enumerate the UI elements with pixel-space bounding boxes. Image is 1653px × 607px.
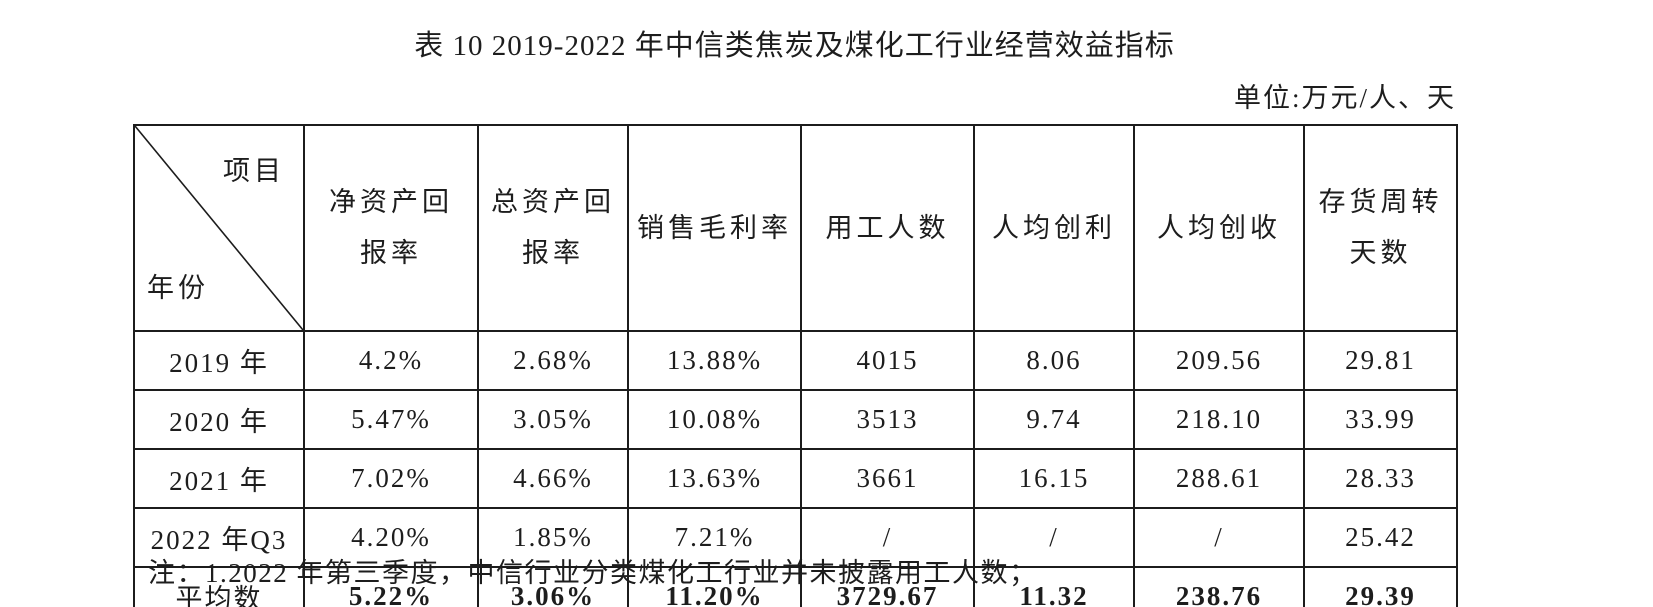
value-cell: 8.06 [973, 330, 1135, 391]
value-cell: 4.20% [303, 507, 479, 568]
value-cell: 11.20% [627, 566, 802, 607]
diagonal-line [135, 126, 303, 330]
table-row: 2021 年 7.02% 4.66% 13.63% 3661 16.15 288.61 28.… [133, 448, 1458, 509]
value-cell: 16.15 [973, 448, 1135, 509]
column-header-employee-count: 用工人数 [800, 124, 975, 332]
value-cell: 11.32 [973, 566, 1135, 607]
row-label-cell: 2019 年 [133, 330, 305, 391]
value-cell: 9.74 [973, 389, 1135, 450]
corner-label-year: 年份 [147, 273, 209, 303]
value-cell: 3729.67 [800, 566, 975, 607]
column-header-total-asset-return: 总资产回 报率 [477, 124, 629, 332]
row-label-cell: 2021 年 [133, 448, 305, 509]
row-label-cell: 2020 年 [133, 389, 305, 450]
value-cell: 2.68% [477, 330, 629, 391]
table-row: 平均数 5.22% 3.06% 11.20% 3729.67 11.32 238.76 29.… [133, 566, 1458, 607]
value-cell: / [1133, 507, 1305, 568]
value-cell: 4015 [800, 330, 975, 391]
value-cell: 209.56 [1133, 330, 1305, 391]
value-cell: / [973, 507, 1135, 568]
value-cell: 4.66% [477, 448, 629, 509]
column-header-profit-per-capita: 人均创利 [973, 124, 1135, 332]
value-cell: 288.61 [1133, 448, 1305, 509]
corner-label-project: 项目 [223, 156, 285, 186]
value-cell: 3661 [800, 448, 975, 509]
value-cell: 4.2% [303, 330, 479, 391]
row-label-cell: 平均数 [133, 566, 305, 607]
value-cell: 1.85% [477, 507, 629, 568]
table-title: 表 10 2019-2022 年中信类焦炭及煤化工行业经营效益指标 [414, 30, 1175, 62]
value-cell: 218.10 [1133, 389, 1305, 450]
value-cell: 238.76 [1133, 566, 1305, 607]
column-header-revenue-per-capita: 人均创收 [1133, 124, 1305, 332]
value-cell: 3.06% [477, 566, 629, 607]
unit-label: 单位:万元/人、天 [1233, 83, 1456, 113]
value-cell: 3513 [800, 389, 975, 450]
value-cell: 7.21% [627, 507, 802, 568]
footnote: 注：1.2022 年第三季度，中信行业分类煤化工行业并未披露用工人数； [148, 558, 1038, 588]
value-cell: 29.81 [1303, 330, 1458, 391]
header-row: 项目 年份 净资产回 报率 总资产回 报率 销售毛利率 用工人数 人均创利 人均… [133, 124, 1458, 332]
value-cell: 28.33 [1303, 448, 1458, 509]
value-cell: 29.39 [1303, 566, 1458, 607]
value-cell: 13.88% [627, 330, 802, 391]
column-header-gross-margin: 销售毛利率 [627, 124, 802, 332]
table-row: 2022 年Q3 4.20% 1.85% 7.21% / //25.42 [133, 507, 1458, 568]
value-cell: 3.05% [477, 389, 629, 450]
corner-header-cell: 项目 年份 [133, 124, 305, 332]
value-cell: 25.42 [1303, 507, 1458, 568]
value-cell: 13.63% [627, 448, 802, 509]
row-label-cell: 2022 年Q3 [133, 507, 305, 568]
table-row: 2020 年 5.47% 3.05% 10.08% 3513 9.74 218.10 33.9… [133, 389, 1458, 450]
table-body: 2019 年 4.2% 2.68% 13.88% 4015 8.06 209.56 29.81… [133, 330, 1458, 607]
indicators-table: 项目 年份 净资产回 报率 总资产回 报率 销售毛利率 用工人数 人均创利 人均… [133, 124, 1458, 607]
value-cell: / [800, 507, 975, 568]
value-cell: 33.99 [1303, 389, 1458, 450]
value-cell: 5.22% [303, 566, 479, 607]
value-cell: 5.47% [303, 389, 479, 450]
value-cell: 7.02% [303, 448, 479, 509]
table-row: 2019 年 4.2% 2.68% 13.88% 4015 8.06 209.56 29.81 [133, 330, 1458, 391]
column-header-net-asset-return: 净资产回 报率 [303, 124, 479, 332]
value-cell: 10.08% [627, 389, 802, 450]
column-header-inventory-turnover-days: 存货周转 天数 [1303, 124, 1458, 332]
